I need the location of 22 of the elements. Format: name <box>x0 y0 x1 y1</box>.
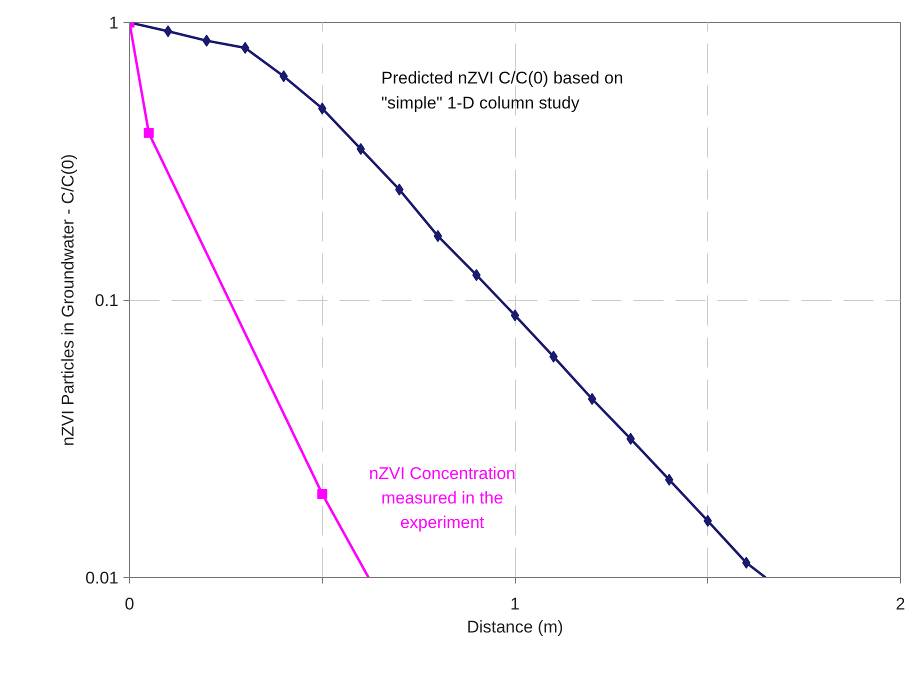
point <box>240 42 250 54</box>
point <box>317 488 328 499</box>
x-tick-label: 2 <box>896 594 905 614</box>
y-tick-label: 0.01 <box>85 568 119 588</box>
x-tick-label: 0 <box>124 594 134 614</box>
point <box>588 392 596 405</box>
point <box>472 269 481 282</box>
point <box>202 34 211 47</box>
point <box>434 230 442 242</box>
x-axis-title: Distance (m) <box>466 618 564 636</box>
text: Predicted nZVI C/C(0) based on "simple" 1-D column study <box>381 68 624 112</box>
point <box>626 432 635 445</box>
point <box>164 25 172 38</box>
y-tick-label: 1 <box>109 14 119 32</box>
point <box>144 128 154 138</box>
x-tick-label: 1 <box>510 594 520 614</box>
y-axis-title: nZVI Particles in Groundwater - C/C(0) <box>58 154 78 446</box>
series-label: nZVI Concentration measured in the experiment <box>369 464 516 532</box>
point <box>395 184 404 196</box>
point <box>510 309 520 322</box>
y-tick-label: 0.1 <box>94 291 119 310</box>
point <box>549 350 558 363</box>
